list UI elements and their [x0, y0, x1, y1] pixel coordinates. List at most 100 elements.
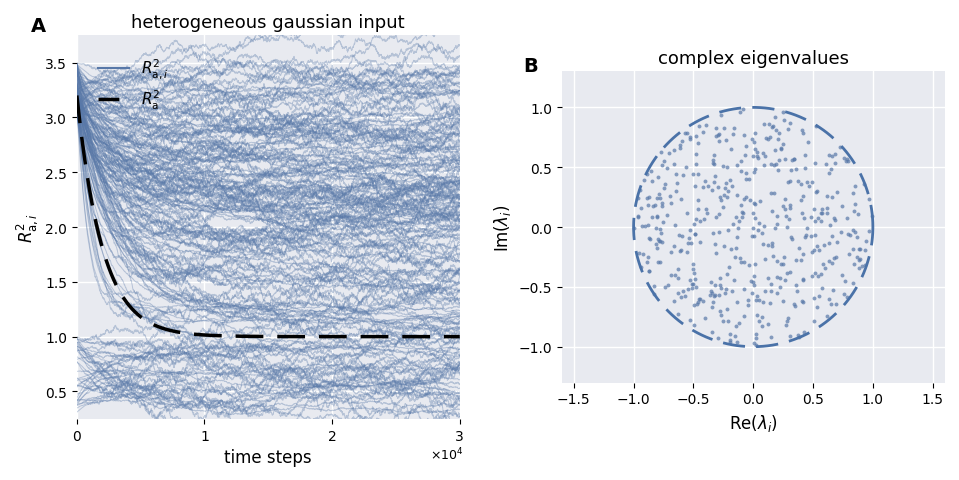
Point — [807, 206, 822, 214]
Point — [811, 293, 827, 300]
Point — [690, 171, 706, 179]
Point — [749, 341, 764, 349]
Text: A: A — [31, 17, 46, 36]
Point — [642, 268, 657, 276]
Point — [655, 219, 670, 227]
Point — [720, 305, 736, 313]
Point — [707, 152, 722, 160]
Point — [804, 214, 819, 221]
Point — [792, 333, 807, 341]
Point — [763, 334, 779, 341]
Point — [796, 192, 811, 200]
Point — [795, 276, 810, 284]
Point — [715, 163, 731, 170]
Point — [690, 205, 706, 213]
Point — [775, 297, 790, 305]
Point — [821, 240, 836, 248]
Point — [738, 143, 754, 150]
Point — [733, 201, 748, 209]
Point — [668, 188, 684, 196]
Point — [794, 127, 809, 134]
Point — [820, 192, 835, 200]
Point — [813, 271, 829, 278]
Point — [701, 183, 716, 191]
Point — [827, 254, 842, 262]
Point — [790, 332, 806, 339]
Point — [723, 338, 738, 346]
Point — [811, 247, 827, 254]
Point — [695, 129, 711, 136]
Point — [690, 196, 706, 204]
Y-axis label: $R^2_{\mathrm{a},i}$: $R^2_{\mathrm{a},i}$ — [13, 213, 39, 242]
Point — [671, 232, 687, 240]
Point — [826, 215, 841, 223]
Point — [724, 246, 739, 253]
Point — [783, 167, 798, 175]
Point — [840, 231, 855, 239]
Point — [738, 170, 754, 178]
Point — [758, 153, 773, 160]
Point — [858, 237, 874, 245]
Point — [778, 321, 793, 329]
Point — [652, 226, 667, 233]
Point — [752, 220, 767, 228]
Point — [626, 225, 642, 232]
Point — [712, 274, 727, 282]
Point — [749, 292, 764, 300]
Point — [695, 298, 711, 305]
Point — [814, 210, 830, 217]
Point — [726, 277, 741, 285]
Point — [664, 272, 679, 279]
Point — [661, 281, 676, 289]
Point — [648, 240, 664, 248]
Point — [697, 178, 713, 185]
Point — [764, 207, 780, 215]
Point — [795, 210, 810, 217]
Point — [730, 299, 745, 307]
Point — [769, 258, 784, 265]
Point — [718, 286, 734, 293]
Point — [724, 288, 739, 295]
Point — [834, 203, 850, 210]
Point — [793, 197, 808, 204]
Point — [852, 246, 867, 253]
Point — [705, 157, 720, 165]
Point — [781, 314, 796, 322]
Point — [801, 182, 816, 190]
Point — [746, 282, 761, 289]
Point — [675, 288, 690, 295]
Point — [731, 225, 746, 233]
Point — [808, 123, 824, 131]
Point — [790, 177, 806, 185]
Point — [740, 301, 756, 309]
Point — [766, 190, 782, 197]
Point — [713, 285, 729, 292]
Point — [778, 206, 793, 214]
Point — [680, 249, 695, 256]
Point — [845, 245, 860, 253]
Point — [680, 130, 695, 138]
Point — [679, 163, 694, 171]
Point — [780, 317, 795, 325]
Point — [686, 265, 701, 273]
Point — [674, 294, 690, 301]
Point — [719, 164, 735, 172]
Point — [635, 223, 650, 230]
Point — [633, 205, 648, 213]
Point — [667, 298, 682, 305]
Point — [687, 302, 702, 310]
Point — [784, 236, 800, 243]
Point — [646, 282, 662, 290]
Point — [744, 136, 760, 144]
Point — [727, 124, 742, 132]
Point — [809, 303, 825, 311]
Point — [807, 246, 822, 254]
Point — [788, 282, 804, 289]
Point — [657, 181, 672, 189]
Point — [708, 241, 723, 249]
Point — [649, 245, 665, 252]
Point — [824, 153, 839, 161]
Point — [837, 155, 853, 162]
Point — [727, 254, 742, 262]
Point — [690, 299, 706, 306]
